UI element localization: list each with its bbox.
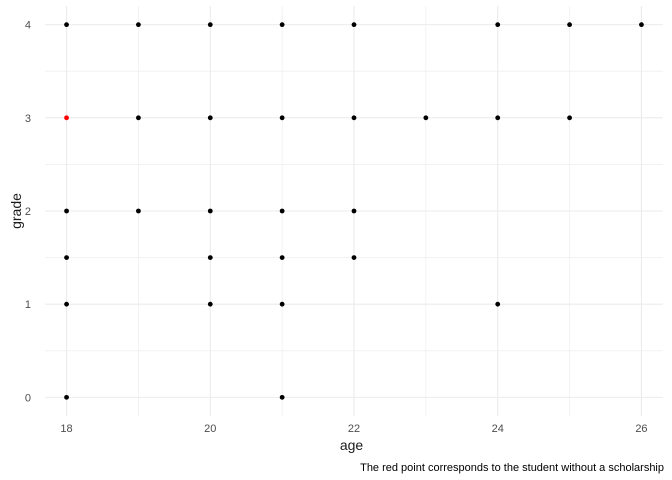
x-axis-title: age: [340, 437, 364, 453]
x-tick-label: 18: [60, 423, 72, 435]
data-point: [207, 301, 213, 307]
chart-caption: The red point corresponds to the student…: [360, 462, 664, 474]
y-tick-label: 1: [25, 299, 31, 311]
data-point: [136, 208, 141, 214]
data-point: [495, 22, 501, 28]
data-point: [64, 208, 69, 214]
data-point: [279, 301, 285, 307]
data-point: [207, 115, 213, 121]
data-point: [279, 115, 285, 121]
data-point: [207, 22, 213, 28]
y-tick-label: 3: [25, 113, 31, 125]
data-point: [423, 115, 429, 121]
y-tick-label: 4: [25, 20, 31, 32]
data-point: [207, 208, 213, 214]
data-point: [351, 115, 357, 121]
data-point: [351, 255, 357, 260]
y-axis-title: grade: [8, 193, 24, 229]
x-tick-label: 24: [492, 423, 504, 435]
highlight-point: [64, 115, 69, 121]
x-tick-label: 22: [348, 423, 360, 435]
data-point: [495, 115, 501, 121]
data-point: [136, 22, 141, 28]
data-point: [567, 115, 572, 121]
x-tick-labels: 18 20 22 24 26: [60, 423, 647, 435]
data-point: [351, 208, 357, 214]
data-point: [64, 255, 69, 260]
data-point: [136, 115, 141, 121]
data-point: [279, 255, 285, 260]
y-tick-label: 2: [25, 206, 31, 218]
data-points: [64, 22, 644, 400]
data-point: [279, 208, 285, 214]
x-tick-label: 26: [635, 423, 647, 435]
data-point: [639, 22, 644, 28]
data-point: [567, 22, 572, 28]
data-point: [64, 301, 69, 307]
x-tick-label: 20: [204, 423, 216, 435]
data-point: [64, 394, 69, 400]
data-point: [351, 22, 357, 28]
data-point: [495, 301, 501, 307]
data-point: [279, 22, 285, 28]
data-point: [279, 394, 285, 400]
y-tick-labels: 0 1 2 3 4: [25, 20, 31, 405]
data-point: [64, 22, 69, 28]
data-point: [207, 255, 213, 260]
y-tick-label: 0: [25, 392, 31, 404]
